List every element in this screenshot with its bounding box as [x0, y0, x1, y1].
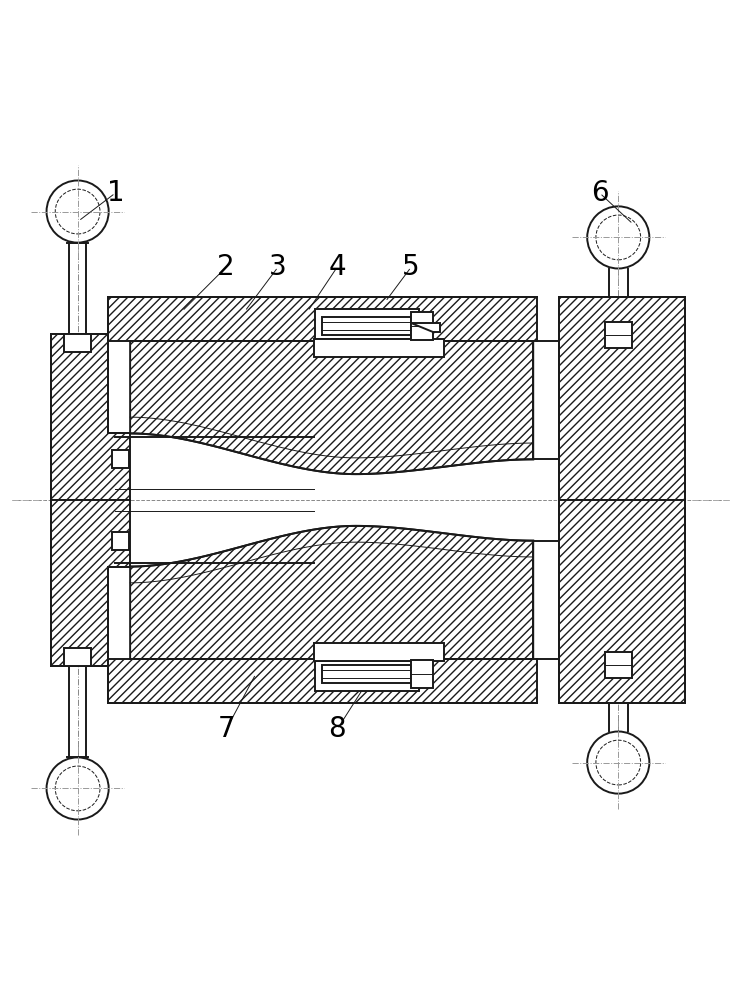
Polygon shape — [64, 334, 91, 352]
Polygon shape — [322, 317, 411, 335]
Text: 6: 6 — [591, 179, 608, 207]
Polygon shape — [411, 660, 433, 688]
Polygon shape — [315, 309, 419, 339]
Polygon shape — [313, 339, 445, 357]
Polygon shape — [64, 648, 91, 666]
Text: 5: 5 — [402, 253, 420, 281]
Polygon shape — [130, 341, 534, 474]
Polygon shape — [130, 526, 534, 659]
Polygon shape — [112, 450, 130, 468]
Polygon shape — [51, 500, 130, 666]
Polygon shape — [315, 661, 419, 691]
Polygon shape — [605, 322, 631, 348]
Polygon shape — [559, 500, 685, 703]
Text: 8: 8 — [328, 715, 346, 743]
Text: 1: 1 — [107, 179, 124, 207]
Polygon shape — [411, 312, 433, 340]
Polygon shape — [322, 665, 411, 683]
Polygon shape — [51, 334, 130, 500]
Polygon shape — [605, 652, 631, 678]
Text: 2: 2 — [217, 253, 235, 281]
Text: 4: 4 — [328, 253, 346, 281]
Polygon shape — [108, 659, 537, 703]
Polygon shape — [112, 532, 130, 550]
Text: 3: 3 — [269, 253, 287, 281]
Polygon shape — [108, 297, 537, 341]
Polygon shape — [559, 297, 685, 500]
Polygon shape — [313, 643, 445, 661]
Text: 7: 7 — [217, 715, 235, 743]
Polygon shape — [411, 323, 440, 332]
